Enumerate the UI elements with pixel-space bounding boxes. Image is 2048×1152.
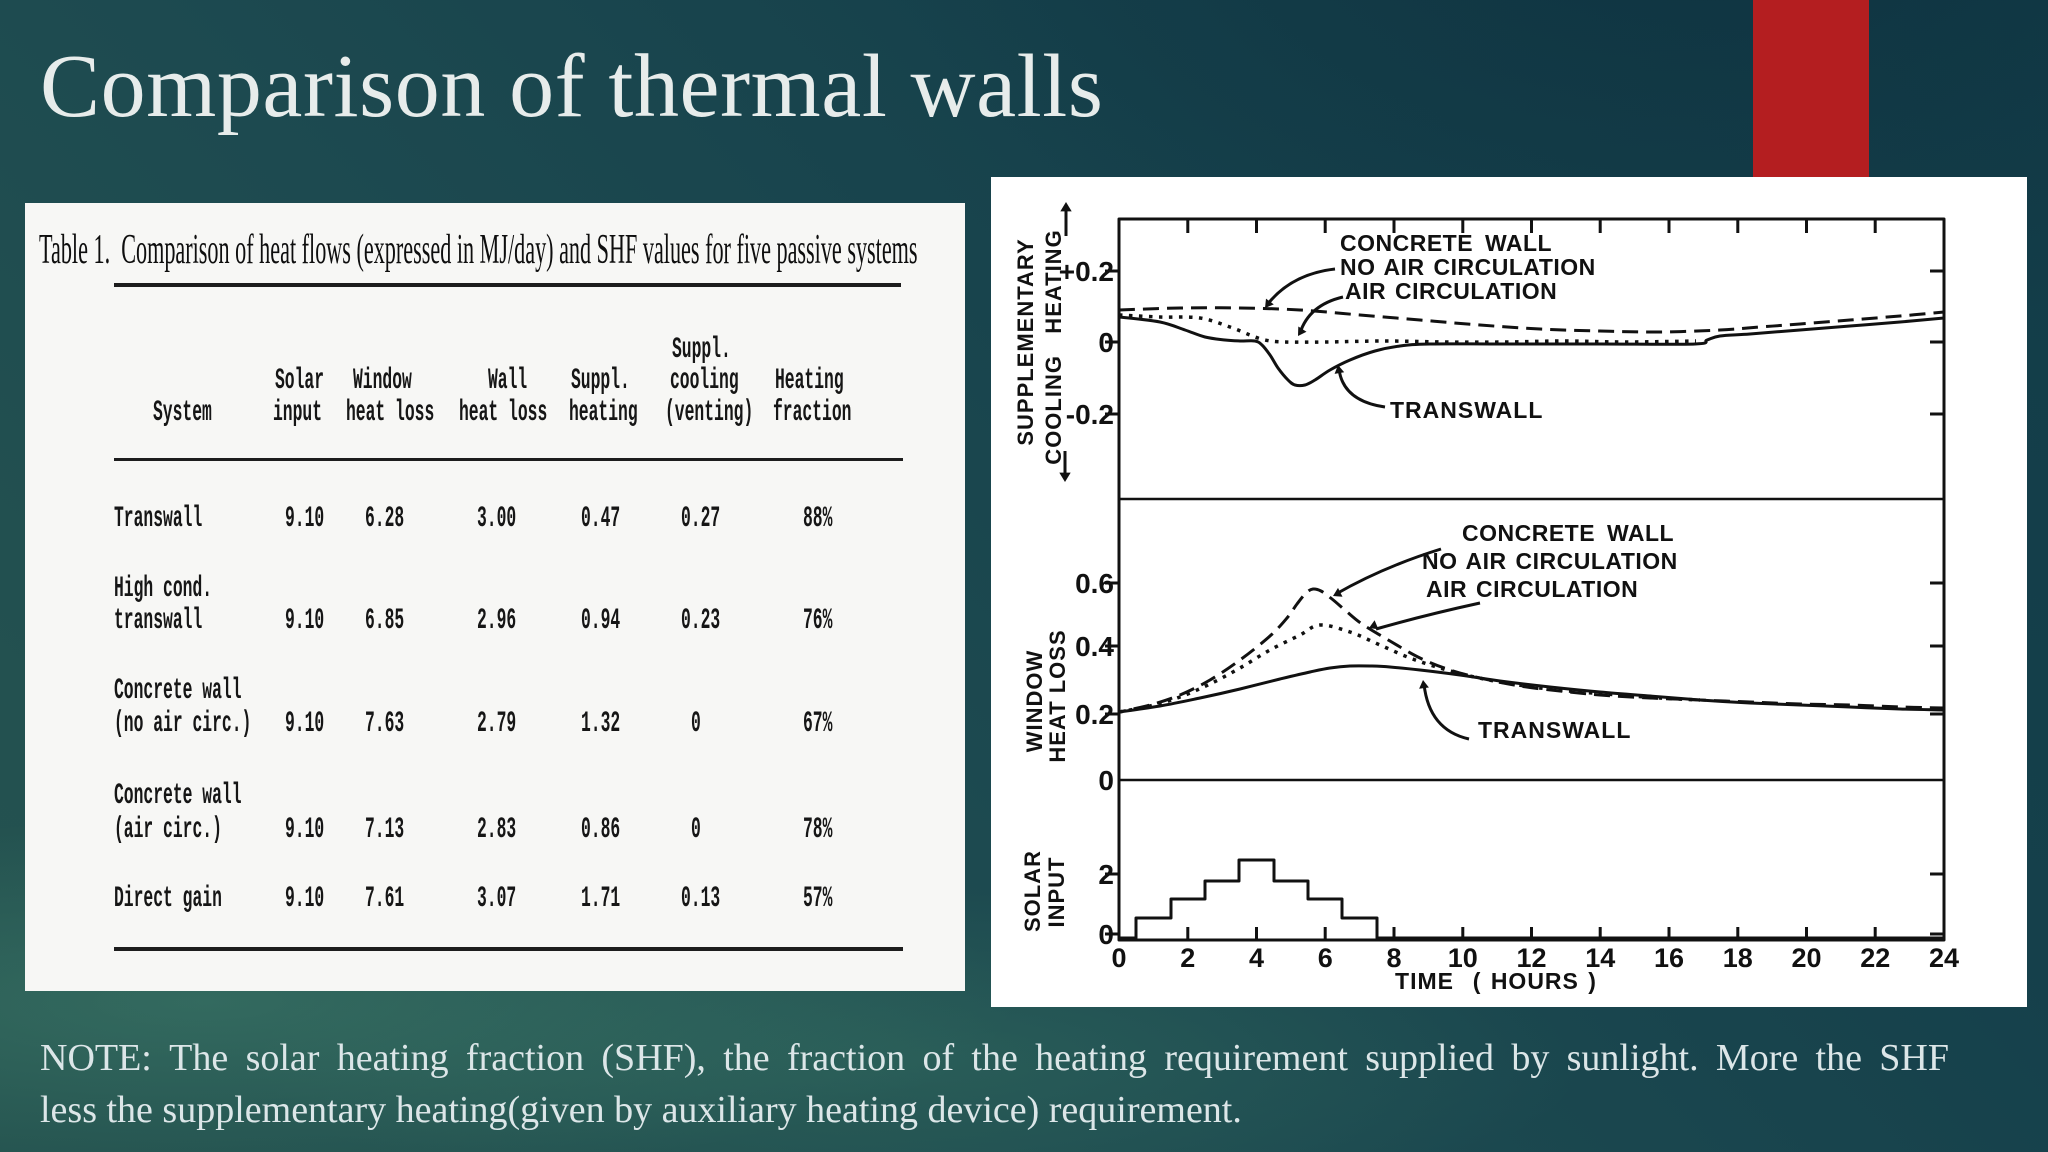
svg-text:INPUT: INPUT (1044, 857, 1069, 928)
svg-text:SUPPLEMENTARY: SUPPLEMENTARY (1013, 238, 1038, 445)
svg-text:HEAT LOSS: HEAT LOSS (1045, 629, 1070, 762)
svg-text:6: 6 (1318, 943, 1333, 973)
svg-text:18: 18 (1723, 943, 1753, 973)
svg-text:0: 0 (1111, 943, 1126, 973)
svg-text:16: 16 (1654, 943, 1684, 973)
svg-text:4: 4 (1249, 943, 1264, 973)
svg-text:0.2: 0.2 (1075, 699, 1114, 730)
svg-text:SOLAR: SOLAR (1020, 850, 1045, 932)
svg-text:NO AIR CIRCULATION: NO AIR CIRCULATION (1422, 548, 1678, 574)
svg-text:2: 2 (1180, 943, 1195, 973)
svg-text:TRANSWALL: TRANSWALL (1390, 397, 1543, 423)
svg-text:0: 0 (1098, 765, 1114, 796)
svg-text:AIR CIRCULATION: AIR CIRCULATION (1426, 576, 1638, 602)
svg-text:-0.2: -0.2 (1066, 399, 1114, 430)
svg-text:NO AIR CIRCULATION: NO AIR CIRCULATION (1340, 254, 1596, 280)
svg-text:COOLING HEATING: COOLING HEATING (1041, 229, 1066, 464)
svg-text:0: 0 (1098, 327, 1114, 358)
svg-text:24: 24 (1929, 943, 1959, 973)
svg-text:20: 20 (1791, 943, 1821, 973)
svg-text:8: 8 (1386, 943, 1401, 973)
svg-text:22: 22 (1860, 943, 1890, 973)
svg-text:+0.2: +0.2 (1059, 256, 1114, 287)
svg-text:TRANSWALL: TRANSWALL (1478, 717, 1631, 743)
svg-text:0.6: 0.6 (1075, 568, 1114, 599)
svg-text:14: 14 (1585, 943, 1615, 973)
svg-text:2: 2 (1098, 859, 1114, 890)
svg-text:AIR CIRCULATION: AIR CIRCULATION (1345, 278, 1557, 304)
svg-text:0: 0 (1098, 919, 1114, 950)
svg-text:WINDOW: WINDOW (1022, 650, 1047, 753)
svg-text:0.4: 0.4 (1075, 631, 1114, 662)
svg-text:TIME ( HOURS ): TIME ( HOURS ) (1395, 968, 1597, 994)
svg-text:10: 10 (1448, 943, 1478, 973)
svg-text:CONCRETE WALL: CONCRETE WALL (1340, 230, 1552, 256)
svg-text:CONCRETE WALL: CONCRETE WALL (1462, 520, 1674, 546)
svg-text:12: 12 (1516, 943, 1546, 973)
